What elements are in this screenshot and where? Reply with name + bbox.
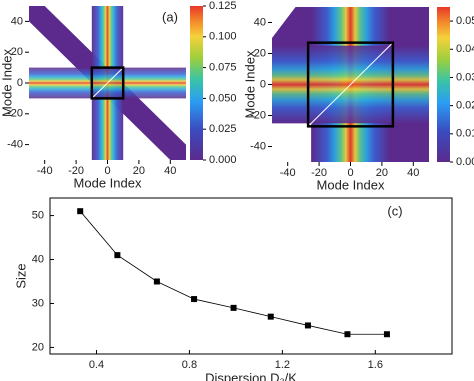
colorbar-tick-label: 0.125 <box>209 0 237 12</box>
data-point <box>114 252 121 259</box>
x-tick-label: 40 <box>407 167 419 179</box>
x-tick-label: 1.2 <box>275 359 290 371</box>
colorbar-tick-label: 0.03 <box>456 71 474 83</box>
panel-label: (c) <box>387 203 402 218</box>
y-tick-label: -20 <box>7 108 23 120</box>
data-line <box>79 210 387 335</box>
colorbar-tick-label: 0.04 <box>456 43 474 55</box>
x-tick-label: 20 <box>376 167 388 179</box>
y-axis-label: Mode Index <box>242 50 257 118</box>
colorbar-tick-label: 0.000 <box>209 154 237 166</box>
data-point <box>230 304 237 311</box>
y-tick-label: 20 <box>11 46 23 58</box>
colorbar-tick-label: 0.00 <box>456 156 474 168</box>
y-tick-label: -40 <box>7 139 23 151</box>
panel-label: (a) <box>162 9 178 24</box>
x-tick-label: -40 <box>280 167 296 179</box>
y-axis-label: Size <box>13 263 28 288</box>
colorbar-tick-label: 0.050 <box>209 92 237 104</box>
y-tick-label: 20 <box>254 47 266 59</box>
diagonal <box>91 67 124 99</box>
x-tick-label: 40 <box>164 165 176 177</box>
x-tick-label: 0 <box>347 167 353 179</box>
colorbar-tick-label: 0.01 <box>456 128 474 140</box>
y-axis-label: Mode Index <box>0 49 14 117</box>
data-point <box>344 331 351 338</box>
x-axis-label: Mode Index <box>74 175 142 190</box>
x-axis-label: Dispersion D₂/K <box>205 370 297 381</box>
heatmap <box>272 7 429 162</box>
x-axis-label: Mode Index <box>317 177 385 192</box>
y-tick-label: 20 <box>32 341 44 353</box>
colorbar-tick-label: 0.075 <box>209 62 237 74</box>
colorbar-tick-label: 0.05 <box>456 15 474 27</box>
colorbar-tick-label: 0.100 <box>209 31 237 43</box>
x-tick-label: 1.6 <box>368 359 383 371</box>
data-point <box>191 296 198 303</box>
highlight-box <box>90 66 125 100</box>
y-tick-label: 40 <box>254 16 266 28</box>
y-tick-label: -20 <box>250 109 266 121</box>
y-tick-label: 40 <box>11 15 23 27</box>
x-tick-label: 0.8 <box>182 359 197 371</box>
data-point <box>77 208 84 215</box>
y-tick-label: 40 <box>32 253 44 265</box>
data-point <box>267 313 274 320</box>
data-point <box>383 331 390 338</box>
y-tick-label: 30 <box>32 297 44 309</box>
y-tick-label: 50 <box>32 209 44 221</box>
y-tick-label: -40 <box>250 140 266 152</box>
x-tick-label: -20 <box>68 165 84 177</box>
x-tick-label: 0 <box>104 165 110 177</box>
y-tick-label: 0 <box>17 77 23 89</box>
colorbar-tick-label: 0.02 <box>456 100 474 112</box>
data-point <box>153 278 160 285</box>
highlight-box <box>306 41 395 128</box>
x-tick-label: 20 <box>133 165 145 177</box>
heatmap <box>29 6 186 160</box>
plot-frame <box>49 197 453 355</box>
colorbar <box>437 7 450 162</box>
x-tick-label: 0.4 <box>89 359 104 371</box>
x-tick-label: -20 <box>311 167 327 179</box>
data-point <box>304 322 311 329</box>
colorbar <box>190 6 203 160</box>
colorbar-tick-label: 0.025 <box>209 123 237 135</box>
y-tick-label: 0 <box>260 78 266 90</box>
x-tick-label: -40 <box>37 165 53 177</box>
diagonal <box>307 42 394 127</box>
